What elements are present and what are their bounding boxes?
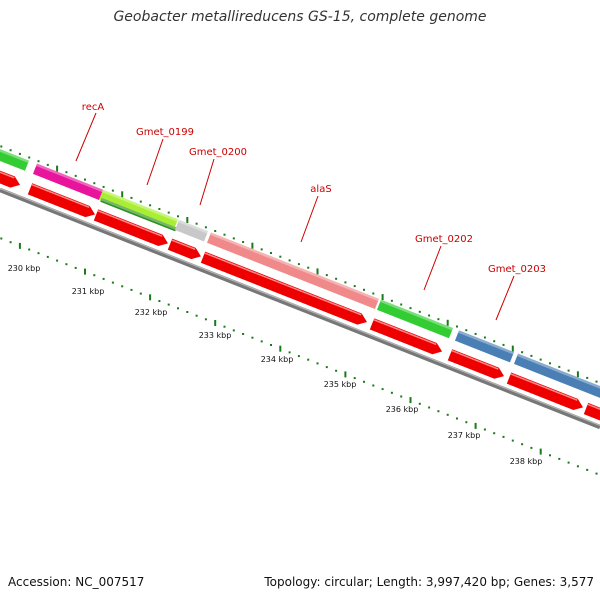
red-gene-arrow-body [93,209,168,246]
red-gene-arrow-body [369,318,443,355]
gene-bar-Gmet_0202 [376,299,454,339]
gene-bar-next [513,353,600,402]
gene-bar-Gmet_0199-body [98,189,178,230]
red-gene-arrow-body [0,166,20,188]
ruler-label-234: 234 kbp [261,355,294,364]
ruler-label-237: 237 kbp [448,431,481,440]
red-gene-arrow-shine [510,373,578,401]
gene-bar-alaS-shine [210,232,379,302]
ruler-label-230: 230 kbp [8,264,41,273]
gene-bar-left [0,145,29,171]
leader-line [423,245,442,291]
red-gene-arrow-body [27,183,96,218]
ruler-label-231: 231 kbp [72,287,105,296]
gene-bar-recA-shine [36,163,104,193]
gene-bar-recA [32,163,104,200]
gene-bar-Gmet_0200-body [174,219,209,242]
gene-bar-Gmet_0199-inner-body [100,198,177,232]
leader-line [199,158,215,206]
gene-bar-Gmet_0202-shine [380,299,454,331]
ruler-label-235: 235 kbp [324,380,357,389]
gene-bar-next-body [513,353,600,402]
gene-bar-Gmet_0200-shine [178,219,209,234]
gene-color-track [0,145,600,402]
leader-line [75,112,97,162]
gene-bar-left-shine [0,145,29,163]
gene-bar-alaS [206,232,379,310]
red-gene-arrow-body [447,349,505,379]
gene-label-Gmet_0202[interactable]: Gmet_0202 [415,234,473,245]
outer-tick-marks [0,145,598,383]
gene-bar-recA-body [32,163,104,200]
red-gene-arrow-shine [0,167,15,179]
map-title: Geobacter metallireducens GS-15, complet… [113,9,487,25]
gene-bar-next-shine [517,353,600,394]
backbone-highlight [0,187,600,427]
red-gene-arrow [369,318,443,355]
red-gene-arrow [167,238,201,260]
red-gene-arrow-shine [451,349,499,370]
red-gene-arrow [506,372,584,410]
gene-bar-Gmet_0199 [98,189,178,230]
red-gene-arrow-shine [171,239,196,251]
ruler-label-233: 233 kbp [199,331,232,340]
accession-text: Accession: NC_007517 [8,575,145,589]
inner-tick-marks [0,237,598,475]
red-gene-arrow [583,402,600,422]
red-gene-arrow [27,183,96,218]
label-leader-lines [75,112,515,321]
red-gene-arrow-shine [97,210,163,237]
leader-line [300,195,319,243]
ruler-label-236: 236 kbp [386,405,419,414]
red-gene-arrow [447,349,505,379]
red-gene-arrow-body [506,372,584,410]
ruler-label-232: 232 kbp [135,308,168,317]
gene-label-Gmet_0199[interactable]: Gmet_0199 [136,127,194,138]
red-gene-arrow-shine [31,183,90,209]
gene-bar-Gmet_0199-inner-shine [100,198,177,230]
red-gene-arrow-body [200,251,367,325]
gene-bar-Gmet_0203 [454,330,514,363]
red-gene-arrow [0,166,20,188]
leader-line [146,138,164,186]
genome-summary-text: Topology: circular; Length: 3,997,420 bp… [264,575,594,589]
gene-bar-Gmet_0199-inner [100,198,177,232]
red-gene-arrow-shine [373,319,437,346]
gene-bar-Gmet_0202-body [376,299,454,339]
gene-bar-Gmet_0200 [174,219,209,242]
gene-bar-alaS-body [206,232,379,310]
gene-label-Gmet_0200[interactable]: Gmet_0200 [189,147,247,158]
gene-label-alaS[interactable]: alaS [310,184,331,195]
backbone-line [0,187,600,430]
red-gene-arrow [200,251,367,325]
gene-bar-Gmet_0199-shine [102,189,178,222]
leader-line [495,275,515,321]
red-gene-arrow-body [583,402,600,422]
gene-bar-left-body [0,145,29,171]
ruler-label-238: 238 kbp [510,457,543,466]
red-gene-arrow [93,209,168,246]
red-gene-arrow-shine [204,252,362,316]
gene-arrows-track [0,166,600,422]
gene-label-Gmet_0203[interactable]: Gmet_0203 [488,264,546,275]
gene-bar-Gmet_0203-body [454,330,514,363]
red-gene-arrow-shine [587,403,600,413]
gene-label-recA[interactable]: recA [82,102,105,113]
gene-bar-Gmet_0203-shine [458,330,514,355]
red-gene-arrow-body [167,238,201,260]
